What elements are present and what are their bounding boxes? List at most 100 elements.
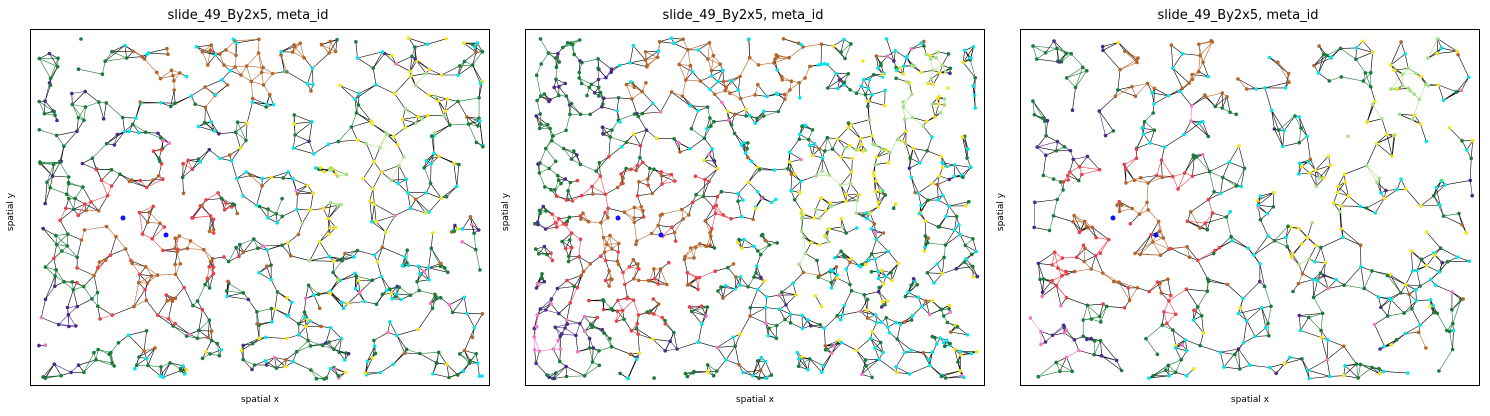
graph-edge	[114, 131, 125, 146]
cell-point	[470, 335, 475, 340]
cell-point	[870, 92, 874, 97]
cell-point	[145, 281, 150, 285]
cell-point	[806, 137, 811, 142]
cell-point	[547, 99, 551, 104]
graph-edge	[139, 212, 143, 235]
graph-edge	[290, 255, 310, 261]
cell-point	[575, 153, 579, 157]
graph-edge	[479, 121, 484, 147]
cell-point	[130, 261, 134, 266]
cell-point	[371, 66, 376, 70]
cell-point	[66, 175, 71, 179]
cell-point	[878, 340, 883, 345]
graph-edge	[45, 286, 56, 300]
graph-edge	[536, 116, 540, 129]
graph-edge	[274, 308, 289, 316]
cell-point	[663, 322, 668, 326]
graph-edge	[691, 311, 707, 317]
cell-point	[803, 76, 807, 80]
graph-edge	[622, 272, 626, 285]
cell-point	[159, 101, 163, 105]
cell-point	[901, 139, 905, 144]
graph-edge	[68, 306, 78, 315]
cell-point	[241, 291, 246, 295]
cell-point	[923, 234, 928, 238]
graph-edge	[76, 267, 95, 276]
graph-edge	[609, 235, 613, 249]
graph-edge	[687, 42, 710, 50]
graph-edge	[970, 59, 976, 78]
cell-point	[383, 230, 388, 234]
graph-edge	[319, 241, 330, 257]
graph-edge	[871, 239, 877, 254]
graph-edge	[870, 338, 884, 353]
cell-point	[822, 62, 827, 66]
graph-edge	[436, 352, 439, 364]
panel-title: slide_49_By2x5, meta_id	[662, 8, 824, 23]
cell-point	[144, 185, 149, 190]
cell-point	[436, 99, 441, 103]
graph-edge	[419, 353, 437, 364]
cell-point	[971, 275, 975, 279]
graph-edge	[727, 111, 732, 125]
graph-edge	[372, 51, 383, 69]
cell-point	[370, 122, 375, 126]
cell-point	[881, 350, 885, 355]
graph-edge	[377, 247, 383, 262]
cell-point	[553, 188, 557, 192]
cell-point	[43, 376, 48, 380]
cell-point	[433, 94, 438, 98]
graph-edge	[709, 42, 714, 56]
cell-point	[604, 242, 609, 247]
cell-point	[854, 211, 858, 215]
graph-edge	[428, 266, 441, 269]
graph-edge	[78, 203, 86, 216]
graph-edge	[53, 250, 63, 259]
graph-edge	[415, 85, 429, 96]
cell-point	[692, 256, 696, 260]
cell-point	[939, 307, 944, 312]
cell-point	[422, 269, 426, 274]
cell-point	[143, 130, 148, 134]
graph-edge	[755, 115, 764, 124]
cell-point	[560, 239, 564, 244]
graph-edge	[105, 57, 127, 62]
cell-point	[848, 181, 853, 186]
graph-edge	[452, 312, 468, 314]
graph-edge	[561, 232, 572, 242]
cell-point	[919, 203, 923, 208]
graph-edge	[931, 103, 941, 114]
cell-point	[195, 336, 200, 341]
graph-edge	[446, 186, 458, 198]
cell-point	[587, 85, 592, 90]
graph-edge	[456, 164, 460, 187]
graph-edge	[215, 49, 227, 56]
cell-point	[433, 292, 437, 297]
graph-edge	[374, 247, 383, 256]
graph-edge	[151, 226, 165, 240]
graph-edge	[927, 195, 944, 201]
cell-point	[104, 224, 109, 229]
graph-edge	[277, 291, 292, 303]
cell-point	[603, 192, 608, 197]
graph-edge	[198, 330, 212, 332]
graph-edge	[219, 53, 225, 66]
cell-point	[427, 210, 431, 214]
cell-point	[67, 324, 71, 329]
graph-edge	[662, 226, 673, 237]
cell-point	[264, 105, 268, 109]
graph-edge	[64, 281, 77, 283]
graph-edge	[42, 364, 55, 378]
cell-point	[909, 318, 914, 322]
cell-point	[579, 217, 583, 221]
graph-edge	[369, 200, 373, 222]
cell-point	[637, 351, 642, 355]
cell-point	[391, 362, 395, 367]
graph-edge	[44, 85, 51, 102]
cell-point	[895, 337, 899, 341]
graph-edge	[773, 57, 790, 64]
cell-point	[293, 133, 297, 137]
graph-edge	[397, 144, 404, 158]
cell-point	[578, 214, 583, 218]
cell-point	[873, 346, 877, 350]
